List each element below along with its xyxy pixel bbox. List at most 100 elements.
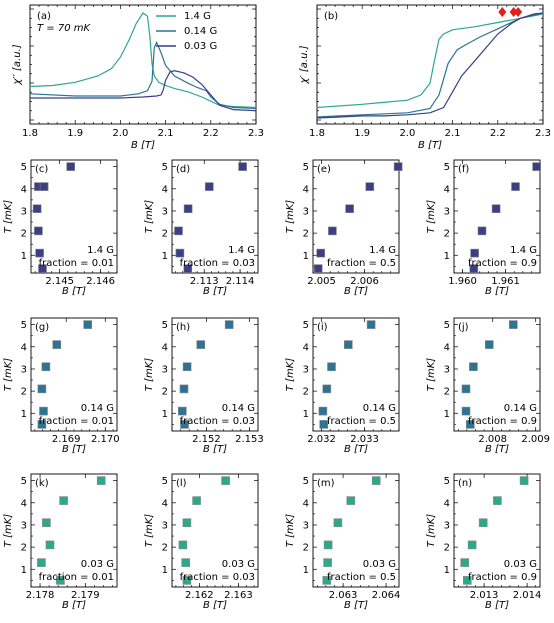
data-point [221, 476, 230, 485]
data-point [45, 540, 55, 550]
field-label: 0.03 G [222, 559, 255, 570]
data-point [181, 558, 190, 567]
panel-label: (i) [317, 322, 328, 333]
y-axis-label: T [mK] [144, 514, 155, 547]
series-line-14G [29, 12, 257, 109]
data-point [183, 204, 193, 213]
x-tick-label: 2.033 [350, 434, 379, 445]
data-point [491, 204, 501, 213]
series-line-014G [29, 40, 257, 110]
field-label: 1.4 G [87, 245, 114, 256]
y-tick-label: 1 [21, 251, 27, 262]
transition-marker [498, 7, 507, 17]
x-tick-label: 2.3 [248, 128, 264, 139]
x-tick-label: 2.063 [329, 590, 358, 601]
data-point [519, 476, 529, 485]
data-point [333, 518, 343, 528]
panel-e: 1 2 3 4 5 2.005 2.006 (e) 1.4 G fraction = 0.5 B [… [285, 159, 403, 297]
x-tick-label: 1.8 [22, 128, 38, 139]
x-tick-label: 2.009 [521, 434, 550, 445]
data-point [469, 362, 478, 372]
panel-b: 1.8 1.9 2.0 2.1 2.2 2.3 B [T] χ′ [a.u.] (b) [299, 4, 551, 151]
y-axis-label: T [mK] [144, 358, 155, 391]
data-point [35, 248, 44, 258]
y-tick-label: 1 [444, 565, 450, 576]
y-tick-label: 5 [162, 476, 168, 487]
data-point [327, 362, 336, 372]
panel-label: (c) [35, 164, 48, 175]
legend-label: 0.14 G [184, 26, 217, 37]
data-point [41, 362, 51, 372]
data-point [182, 362, 192, 372]
x-tick-label: 2.064 [372, 590, 401, 601]
axes-frame [312, 473, 400, 588]
data-point [461, 406, 471, 416]
data-point [323, 540, 333, 550]
fraction-label: fraction = 0.01 [39, 572, 114, 583]
x-axis-label: B [T] [62, 600, 86, 611]
x-axis-label: B [T] [203, 444, 227, 455]
panel-label: (k) [35, 478, 49, 489]
axes-frame [312, 159, 400, 274]
y-tick-label: 1 [303, 565, 309, 576]
x-axis-label: B [T] [62, 444, 86, 455]
x-tick-label: 2.2 [203, 128, 219, 139]
field-label: 0.03 G [81, 559, 114, 570]
panel-label: (l) [176, 478, 187, 489]
data-point [343, 340, 353, 349]
series-line-014G [316, 12, 544, 118]
data-point [393, 162, 403, 171]
data-point [478, 518, 488, 528]
panel-g: 1 2 3 4 5 2.169 2.170 (g) 0.14 G fraction = 0.01 B… [3, 317, 120, 455]
x-tick-label: 2.008 [478, 434, 507, 445]
y-tick-label: 2 [303, 229, 309, 240]
x-tick-label: 2.1 [445, 128, 461, 139]
y-tick-label: 2 [303, 387, 309, 398]
panel-d: 1 2 3 4 5 2.113 2.114 (d) 1.4 G fraction = 0.03 B … [144, 159, 259, 297]
panel-f: 1 2 3 4 5 1.960 1.961 (f) 1.4 G fraction = 0.9 B [… [426, 159, 541, 297]
y-tick-label: 3 [303, 364, 309, 375]
panel-i: 1 2 3 4 5 2.032 2.033 (i) 0.14 G fraction = 0.5 B … [285, 317, 400, 455]
x-tick-label: 2.006 [350, 276, 379, 287]
x-tick-label: 2.1 [158, 128, 174, 139]
data-point [493, 496, 502, 505]
data-point [319, 420, 329, 429]
y-tick-label: 5 [162, 320, 168, 331]
fraction-label: fraction = 0.03 [180, 572, 255, 583]
y-axis-label: T [mK] [3, 358, 14, 391]
y-tick-label: 4 [444, 342, 450, 353]
y-tick-label: 4 [303, 498, 309, 509]
field-label: 0.14 G [222, 403, 255, 414]
data-point [465, 420, 475, 429]
x-tick-label: 2.114 [226, 276, 255, 287]
y-tick-label: 1 [162, 409, 168, 420]
panel-a: 1.8 1.9 2.0 2.1 2.2 2.3 B [T] χ′′ [a.u.] (a)T = … [12, 4, 264, 151]
y-tick-label: 4 [21, 184, 27, 195]
axes-frame [453, 317, 541, 432]
y-tick-label: 2 [162, 387, 168, 398]
y-axis-label: χ′′ [a.u.] [12, 44, 23, 85]
data-point [462, 576, 472, 585]
x-tick-label: 2.145 [45, 276, 74, 287]
y-axis-label: T [mK] [285, 514, 296, 547]
data-point [192, 496, 201, 505]
x-tick-label: 1.9 [354, 128, 370, 139]
y-tick-label: 4 [21, 498, 27, 509]
panel-label: (n) [458, 478, 472, 489]
data-point [484, 340, 494, 349]
data-point [52, 340, 62, 349]
data-point [318, 406, 328, 416]
y-tick-label: 1 [21, 565, 27, 576]
data-point [38, 264, 47, 273]
axes-frame [30, 473, 118, 588]
data-point [32, 204, 42, 213]
panel-l: 1 2 3 4 5 2.162 2.163 (l) 0.03 G fraction = 0.03 B… [144, 473, 259, 611]
transition-marker [514, 7, 523, 17]
data-point [179, 384, 189, 394]
data-point [461, 384, 471, 394]
field-label: 0.14 G [81, 403, 114, 414]
field-label: 0.03 G [363, 559, 396, 570]
panel-m: 1 2 3 4 5 2.063 2.064 (m) 0.03 G fraction = 0.5 B … [285, 473, 401, 611]
data-point [175, 248, 185, 258]
fraction-label: fraction = 0.5 [327, 416, 396, 427]
